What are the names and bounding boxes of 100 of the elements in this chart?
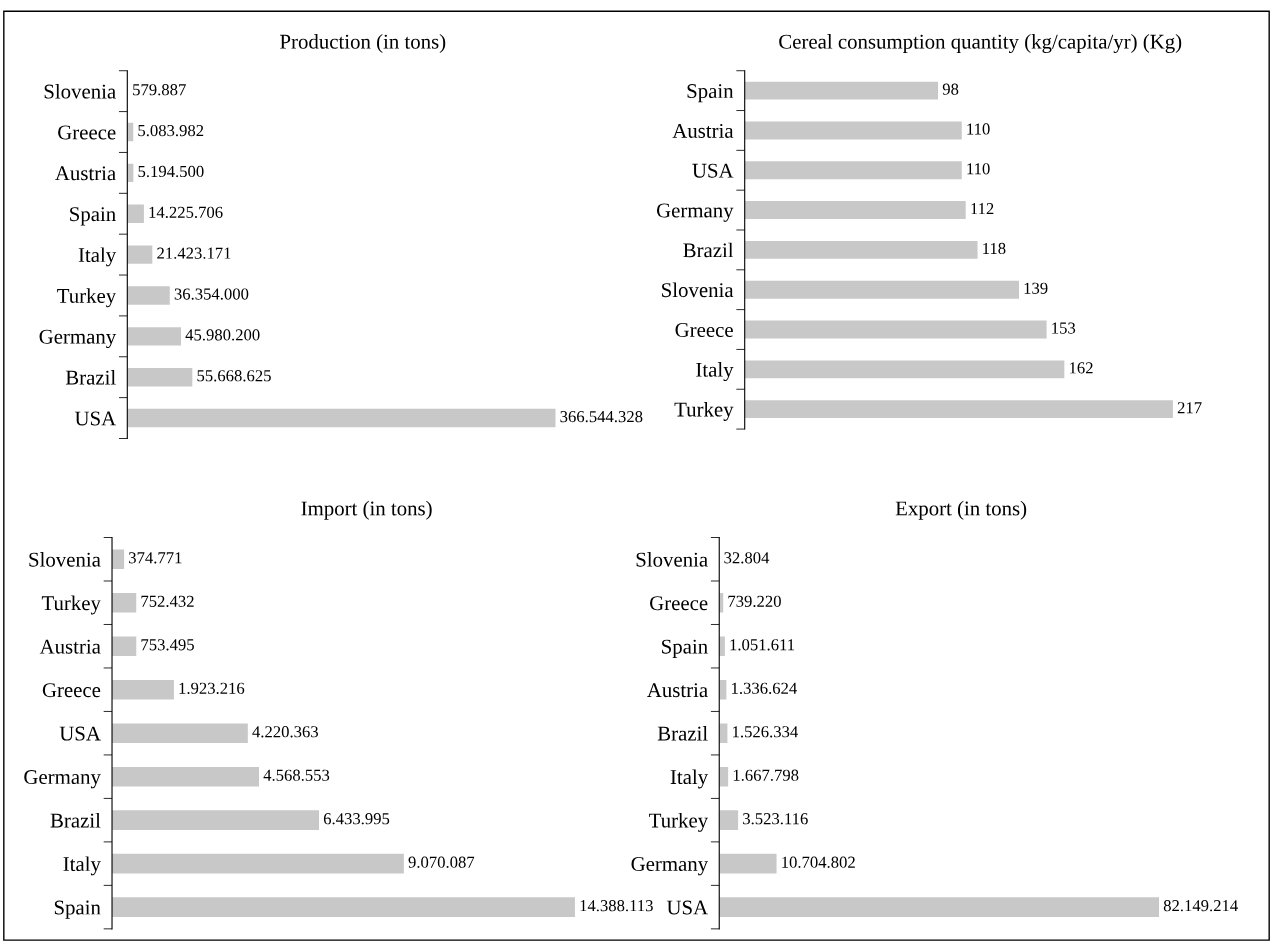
data-label: 9.070.087 [408,856,475,868]
data-label: 1.526.334 [733,726,798,738]
y-tick-label: Italy [78,247,117,267]
data-label: 6.433.995 [323,813,390,825]
y-tick-label: Italy [670,769,709,789]
y-tick-label: Turkey [57,288,117,308]
bar [744,161,962,180]
data-label: 1.051.611 [730,639,795,651]
data-label: 753.495 [141,639,194,651]
bar [744,201,966,220]
bar [112,810,320,830]
y-tick-label: Austria [55,166,116,181]
bar [112,766,260,787]
y-tick-label: USA [666,900,708,915]
bar [744,81,939,100]
y-tick-label: Germany [631,857,709,876]
data-label: 110 [967,123,990,135]
y-tick-label: USA [59,726,101,741]
data-label: 21.423.171 [157,247,231,259]
data-label: 110 [967,163,990,175]
data-label: 36.354.000 [174,288,249,300]
data-label: 55.668.625 [197,370,271,382]
y-tick-label: Slovenia [662,282,734,298]
y-tick-label: Greece [42,683,101,698]
data-label: 374.771 [129,552,182,564]
bar [744,400,1173,419]
y-tick-label: Austria [647,683,708,698]
y-tick-label: Spain [662,639,708,658]
data-label: 153 [1052,322,1076,334]
bar [127,245,153,264]
y-tick-label: Italy [696,362,734,382]
y-tick-label: Turkey [674,401,734,421]
data-label: 366.544.328 [560,410,643,423]
data-label: 112 [971,203,994,215]
bar [112,897,575,917]
y-tick-label: Brazil [657,725,708,741]
y-tick-label: Brazil [683,242,734,258]
data-label: 162 [1070,362,1093,374]
bar [744,280,1019,299]
data-label: 45.980.200 [185,329,260,341]
bar [127,204,144,223]
bar [112,636,137,656]
data-label: 4.220.363 [252,726,318,738]
data-label: 10.704.802 [782,856,855,868]
data-label: 739.220 [728,595,781,607]
y-tick-label: Greece [650,596,708,611]
bar [112,592,137,613]
y-tick-label: Brazil [65,369,116,385]
bar [719,810,739,830]
data-label: 4.568.553 [263,769,330,781]
chart-title: Export (in tons) [895,500,1027,520]
y-tick-label: Slovenia [636,552,708,567]
data-label: 1.923.216 [179,682,245,694]
y-tick-label: Slovenia [29,552,101,567]
bar [112,549,125,570]
bar [127,368,193,387]
y-tick-label: Greece [675,322,733,337]
y-tick-label: Germany [656,203,734,222]
data-label: 3.523.116 [743,813,808,825]
data-label: 1.667.798 [733,769,799,781]
data-label: 118 [983,242,1006,255]
bar [112,723,248,743]
data-label: 139 [1024,282,1048,294]
y-tick-label: Turkey [41,595,101,615]
y-tick-label: Spain [54,900,101,919]
y-tick-label: Brazil [50,812,101,828]
y-tick-label: Slovenia [44,83,116,99]
data-label: 579.887 [133,84,186,96]
bar [127,327,182,346]
chart-title: Import (in tons) [301,500,432,520]
data-label: 5.194.500 [138,165,204,178]
chart-title: Cereal consumption quantity (kg/capita/yr) (Kg) [779,34,1182,53]
y-tick-label: Italy [63,856,101,876]
bar [744,360,1065,379]
data-label: 14.225.706 [149,206,223,218]
chart-title: Production (in tons) [280,34,446,53]
data-label: 1.336.624 [732,682,797,694]
y-tick-label: Turkey [649,812,709,832]
y-tick-label: USA [692,163,734,178]
bar [127,408,556,428]
y-tick-label: USA [74,411,117,426]
bar [744,320,1047,339]
bar [112,679,174,700]
bar [744,121,962,140]
y-tick-label: Spain [70,207,116,226]
data-label: 98 [942,83,959,95]
bar [112,853,404,874]
bar [744,240,978,259]
data-label: 752.432 [141,595,194,607]
y-tick-label: Austria [672,123,734,138]
data-label: 217 [1177,402,1202,414]
bar [719,636,725,656]
y-tick-label: Austria [39,639,101,654]
y-tick-label: Germany [39,329,117,349]
data-label: 5.083.982 [138,124,204,137]
data-label: 14.388.113 [580,900,653,912]
y-tick-label: Spain [687,84,734,103]
data-label: 32.804 [724,552,770,564]
y-tick-label: Greece [58,125,116,140]
bar [719,897,1160,917]
